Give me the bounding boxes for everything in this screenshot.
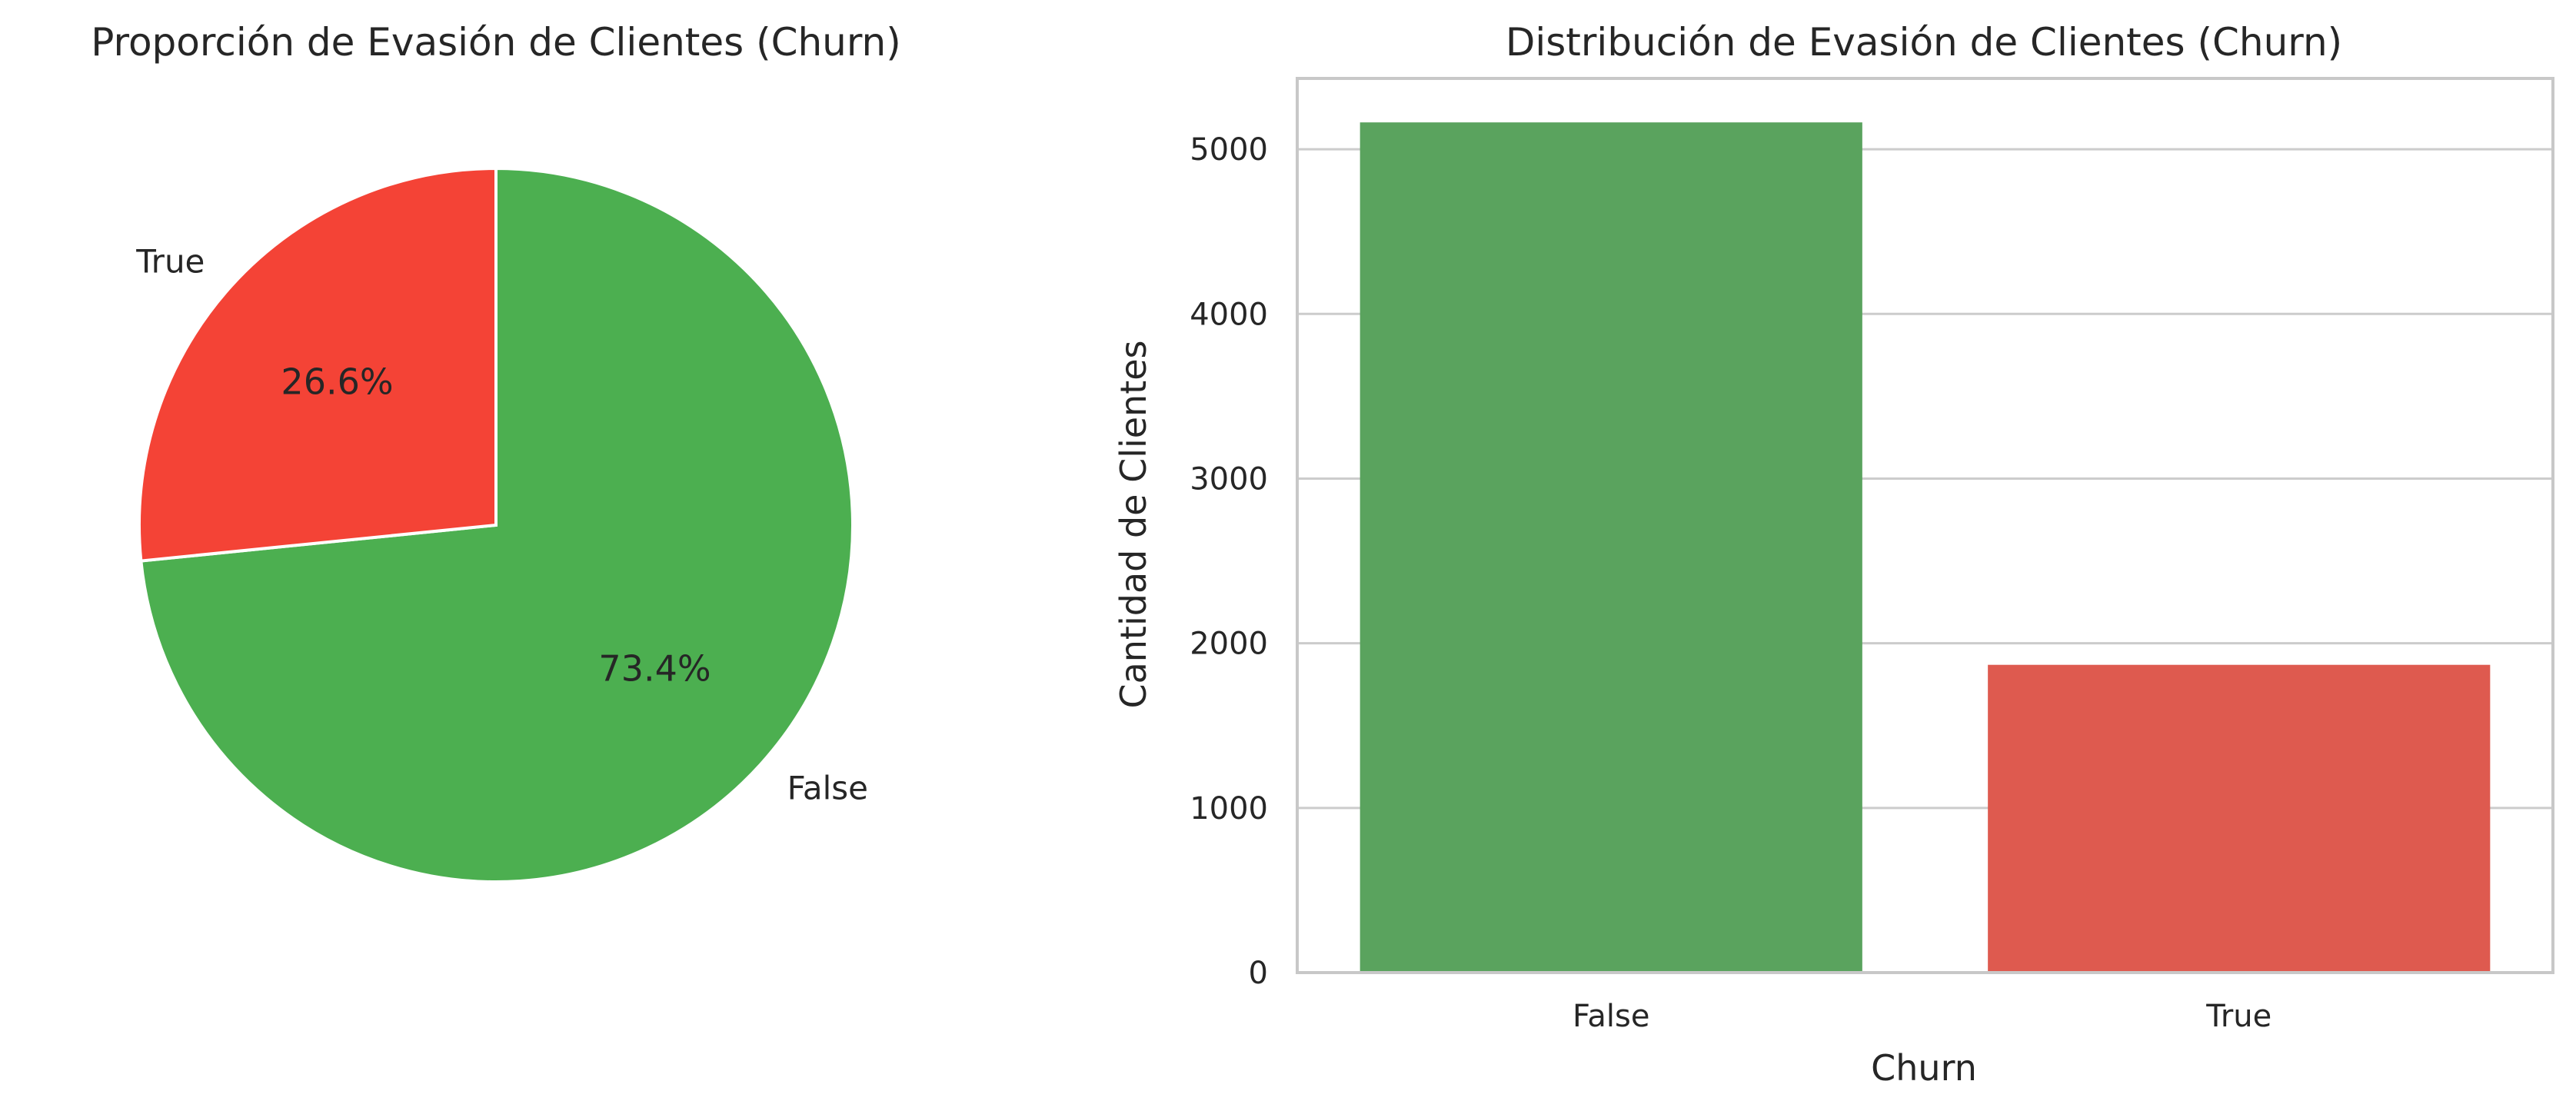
- y-axis-label: Cantidad de Clientes: [1113, 340, 1154, 708]
- pie-title: Proporción de Evasión de Clientes (Churn…: [91, 20, 901, 65]
- bar-false: [1360, 122, 1862, 973]
- bar-title: Distribución de Evasión de Clientes (Chu…: [1506, 20, 2342, 65]
- y-tick-4000: 4000: [1190, 297, 1268, 332]
- y-tick-0: 0: [1249, 956, 1268, 991]
- x-tick-true: True: [2205, 999, 2271, 1034]
- y-tick-labels: 0 1000 2000 3000 4000 5000: [1190, 132, 1268, 991]
- bar-true: [1988, 664, 2491, 973]
- pie-pct-false: 73.4%: [598, 648, 711, 690]
- x-axis-label: Churn: [1871, 1047, 1977, 1089]
- x-tick-false: False: [1573, 999, 1649, 1034]
- pie-pct-true: 26.6%: [281, 361, 393, 402]
- plot-frame: [1296, 77, 2554, 974]
- y-tick-3000: 3000: [1190, 461, 1268, 497]
- bars: [1360, 122, 2491, 973]
- bar-chart: Distribución de Evasión de Clientes (Chu…: [1113, 20, 2554, 1089]
- y-tick-1000: 1000: [1190, 791, 1268, 827]
- pie-labels: False 73.4% True 26.6%: [135, 243, 868, 807]
- pie-slice-true: [138, 166, 498, 563]
- pie-chart: Proporción de Evasión de Clientes (Churn…: [91, 20, 901, 883]
- pie-label-false: False: [787, 769, 868, 807]
- pie-label-true: True: [135, 243, 205, 281]
- pie-slices: [138, 166, 854, 883]
- y-tick-5000: 5000: [1190, 132, 1268, 168]
- x-tick-labels: False True: [1573, 999, 2271, 1034]
- y-tick-2000: 2000: [1190, 627, 1268, 662]
